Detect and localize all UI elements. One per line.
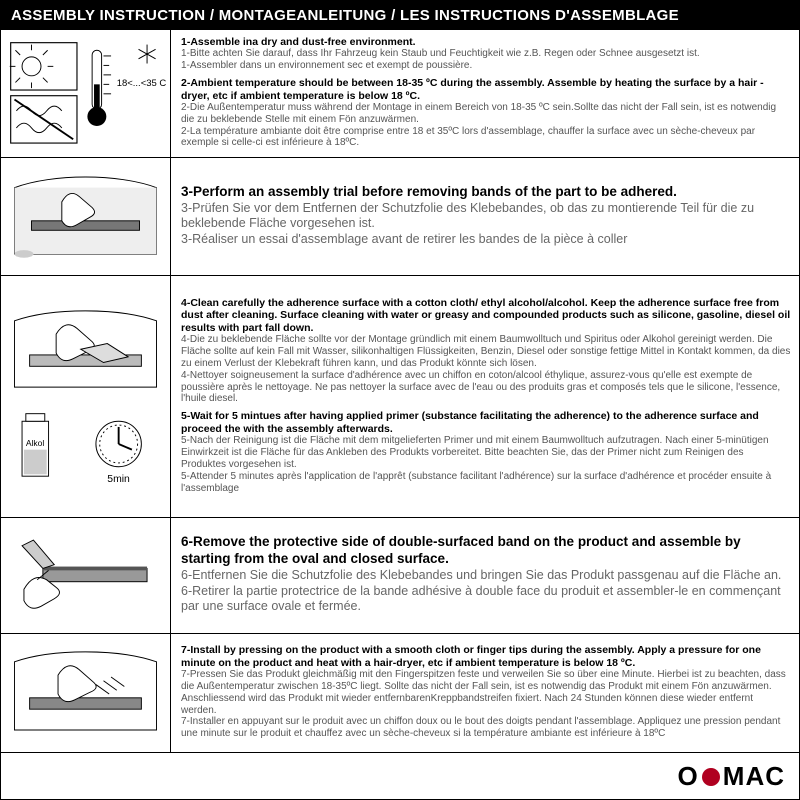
instruction-row: 18<...<35 C 1-Assemble ina dry and dust-… bbox=[1, 30, 799, 158]
instruction-row: 7-Install by pressing on the product wit… bbox=[1, 634, 799, 752]
step-en: 6-Remove the protective side of double-s… bbox=[181, 534, 791, 568]
step: 1-Assemble ina dry and dust-free environ… bbox=[181, 36, 791, 72]
instruction-rows: 18<...<35 C 1-Assemble ina dry and dust-… bbox=[1, 30, 799, 752]
instruction-text: 6-Remove the protective side of double-s… bbox=[171, 518, 799, 633]
timer-label: 5min bbox=[107, 474, 130, 485]
step-fr: 6-Retirer la partie protectrice de la ba… bbox=[181, 584, 791, 615]
step-de: 1-Bitte achten Sie darauf, dass Ihr Fahr… bbox=[181, 48, 791, 60]
step: 2-Ambient temperature should be between … bbox=[181, 77, 791, 149]
instruction-text: 1-Assemble ina dry and dust-free environ… bbox=[171, 30, 799, 157]
illustration-cell bbox=[1, 158, 171, 275]
step-en: 5-Wait for 5 mintues after having applie… bbox=[181, 410, 791, 435]
illustration-cell: 18<...<35 C bbox=[1, 30, 171, 157]
step-fr: 7-Installer en appuyant sur le produit a… bbox=[181, 716, 791, 740]
step-de: 3-Prüfen Sie vor dem Entfernen der Schut… bbox=[181, 201, 791, 232]
step: 5-Wait for 5 mintues after having applie… bbox=[181, 410, 791, 494]
step-fr: 1-Assembler dans un environnement sec et… bbox=[181, 60, 791, 72]
step-en: 7-Install by pressing on the product wit… bbox=[181, 644, 791, 669]
step: 6-Remove the protective side of double-s… bbox=[181, 534, 791, 615]
instruction-sheet: ASSEMBLY INSTRUCTION / MONTAGEANLEITUNG … bbox=[0, 0, 800, 800]
peel-tape-icon bbox=[5, 523, 166, 627]
logo-text-pre: O bbox=[678, 761, 699, 792]
temp-range-label: 18<...<35 C bbox=[117, 78, 166, 89]
instruction-text: 7-Install by pressing on the product wit… bbox=[171, 634, 799, 752]
illustration-cell bbox=[1, 518, 171, 633]
step-en: 3-Perform an assembly trial before remov… bbox=[181, 184, 791, 201]
step-fr: 4-Nettoyer soigneusement la surface d'ad… bbox=[181, 370, 791, 405]
step: 7-Install by pressing on the product wit… bbox=[181, 644, 791, 740]
instruction-row: 3-Perform an assembly trial before remov… bbox=[1, 158, 799, 276]
step-de: 5-Nach der Reinigung ist die Fläche mit … bbox=[181, 435, 791, 470]
footer: O MAC bbox=[1, 752, 799, 800]
press-install-icon bbox=[5, 641, 166, 745]
step-de: 6-Entfernen Sie die Schutzfolie des Kleb… bbox=[181, 568, 791, 584]
alcohol-label: Alkol bbox=[26, 438, 45, 448]
instruction-text: 3-Perform an assembly trial before remov… bbox=[171, 158, 799, 275]
title-text: ASSEMBLY INSTRUCTION / MONTAGEANLEITUNG … bbox=[11, 7, 679, 24]
brand-logo: O MAC bbox=[678, 761, 785, 792]
logo-text-post: MAC bbox=[723, 761, 785, 792]
step-de: 4-Die zu beklebende Fläche sollte vor de… bbox=[181, 334, 791, 369]
page-title: ASSEMBLY INSTRUCTION / MONTAGEANLEITUNG … bbox=[1, 1, 799, 30]
instruction-row: 6-Remove the protective side of double-s… bbox=[1, 518, 799, 634]
step-en: 2-Ambient temperature should be between … bbox=[181, 77, 791, 102]
clean-surface-icon bbox=[5, 300, 166, 404]
trial-fit-icon bbox=[5, 164, 166, 268]
primer-wait-icon: Alkol 5min bbox=[5, 408, 166, 493]
instruction-row: Alkol 5min 4-Clean carefully the adheren… bbox=[1, 276, 799, 518]
step-de: 7-Pressen Sie das Produkt gleichmäßig mi… bbox=[181, 669, 791, 716]
illustration-cell bbox=[1, 634, 171, 752]
step: 3-Perform an assembly trial before remov… bbox=[181, 184, 791, 248]
step-fr: 3-Réaliser un essai d'assemblage avant d… bbox=[181, 232, 791, 248]
logo-dot-icon bbox=[702, 768, 720, 786]
illustration-cell: Alkol 5min bbox=[1, 276, 171, 517]
instruction-text: 4-Clean carefully the adherence surface … bbox=[171, 276, 799, 517]
env-temp-icon: 18<...<35 C bbox=[5, 37, 166, 151]
step-fr: 2-La température ambiante doit être comp… bbox=[181, 126, 791, 150]
step-fr: 5-Attender 5 minutes après l'application… bbox=[181, 471, 791, 495]
step-en: 4-Clean carefully the adherence surface … bbox=[181, 297, 791, 335]
step-de: 2-Die Außentemperatur muss während der M… bbox=[181, 102, 791, 126]
step-en: 1-Assemble ina dry and dust-free environ… bbox=[181, 36, 791, 49]
step: 4-Clean carefully the adherence surface … bbox=[181, 297, 791, 406]
